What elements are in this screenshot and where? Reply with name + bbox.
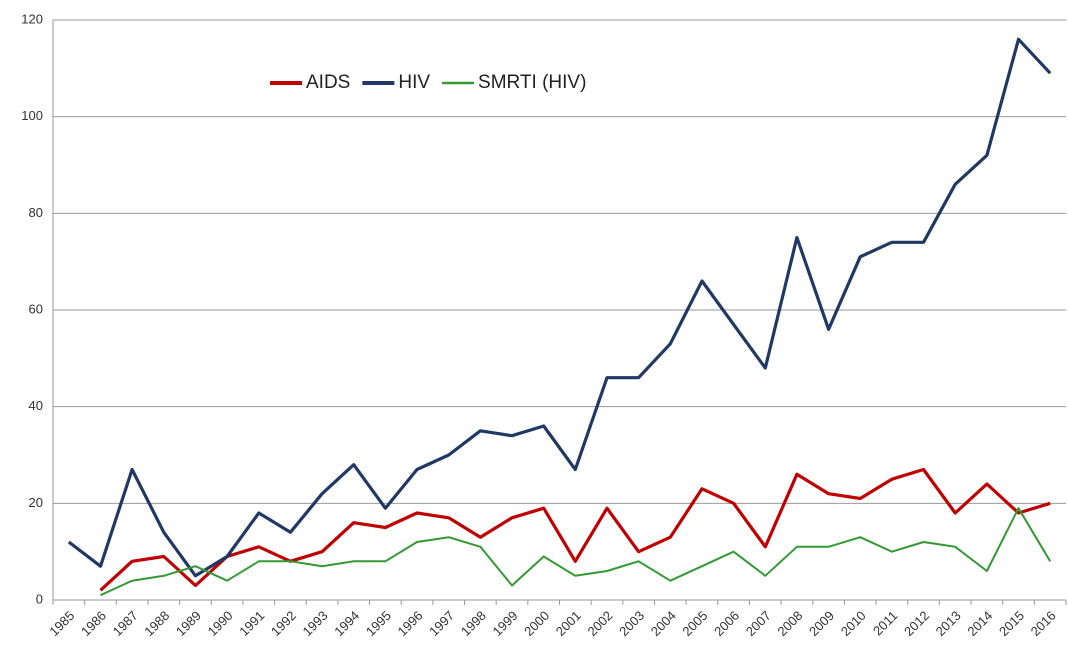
x-tick-label: 1997 xyxy=(426,608,457,639)
x-tick-label: 2002 xyxy=(584,608,615,639)
x-tick-label: 1990 xyxy=(205,608,236,639)
y-tick-label: 0 xyxy=(36,591,43,606)
x-tick-label: 2013 xyxy=(933,608,964,639)
series-line xyxy=(67,37,1052,578)
x-tick-label: 2014 xyxy=(964,608,995,639)
x-tick-label: 2010 xyxy=(838,608,869,639)
x-tick-label: 2007 xyxy=(743,608,774,639)
legend-label: SMRTI (HIV) xyxy=(478,72,586,93)
series-line xyxy=(99,467,1051,592)
x-tick-label: 1988 xyxy=(141,608,172,639)
x-tick-label: 1987 xyxy=(110,608,141,639)
x-tick-label: 2008 xyxy=(774,608,805,639)
y-tick-label: 80 xyxy=(29,205,43,220)
x-tick-label: 2016 xyxy=(1028,608,1059,639)
x-tick-label: 2001 xyxy=(553,608,584,639)
x-tick-label: 2004 xyxy=(648,608,679,639)
x-tick-label: 1986 xyxy=(78,608,109,639)
y-tick-label: 120 xyxy=(21,11,43,26)
x-tick-label: 1991 xyxy=(236,608,267,639)
x-tick-label: 1989 xyxy=(173,608,204,639)
x-tick-label: 1994 xyxy=(331,608,362,639)
y-tick-label: 60 xyxy=(29,301,43,316)
x-tick-label: 2006 xyxy=(711,608,742,639)
x-tick-label: 1999 xyxy=(490,608,521,639)
x-tick-label: 1995 xyxy=(363,608,394,639)
x-tick-label: 2005 xyxy=(679,608,710,639)
series-line xyxy=(100,507,1052,597)
x-tick-label: 1992 xyxy=(268,608,299,639)
x-tick-label: 1998 xyxy=(458,608,489,639)
legend-label: HIV xyxy=(398,72,430,93)
x-tick-label: 1993 xyxy=(300,608,331,639)
x-tick-label: 2003 xyxy=(616,608,647,639)
y-tick-label: 20 xyxy=(29,495,43,510)
x-tick-label: 1985 xyxy=(46,608,77,639)
y-tick-label: 100 xyxy=(21,108,43,123)
legend-label: AIDS xyxy=(306,72,350,93)
x-tick-label: 2011 xyxy=(870,608,900,638)
x-tick-label: 2012 xyxy=(901,608,932,639)
x-tick-label: 2015 xyxy=(996,608,1027,639)
x-tick-label: 1996 xyxy=(395,608,426,639)
x-tick-label: 2000 xyxy=(521,608,552,639)
x-tick-label: 2009 xyxy=(806,608,837,639)
y-tick-label: 40 xyxy=(29,398,43,413)
